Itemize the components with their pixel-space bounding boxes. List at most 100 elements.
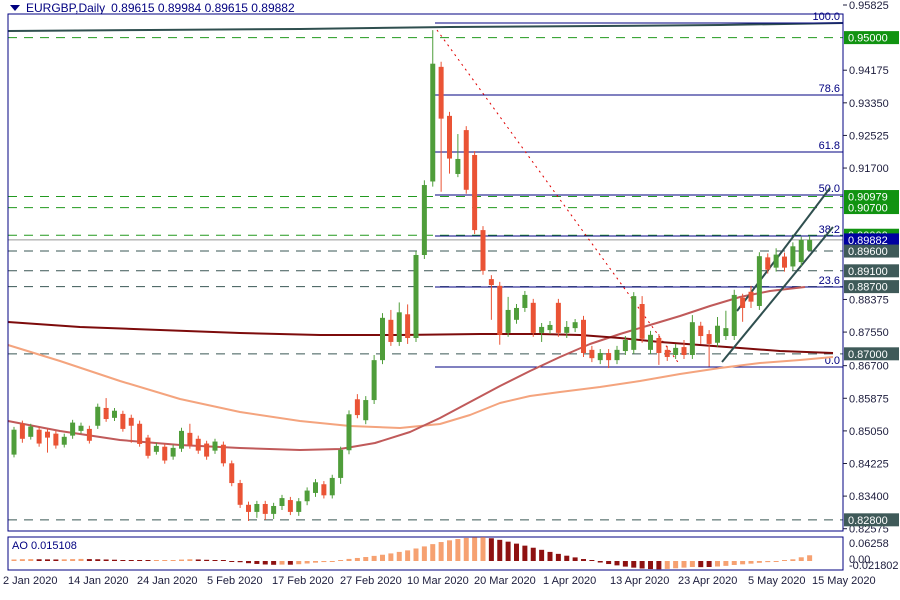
ao-bar (589, 560, 595, 561)
candle (472, 155, 478, 231)
svg-text:0.83400: 0.83400 (849, 491, 889, 503)
price-badge-0.90979: 0.90979 (844, 190, 899, 204)
candle (346, 414, 352, 451)
svg-text:0.88700: 0.88700 (848, 282, 888, 294)
svg-text:23 Apr 2020: 23 Apr 2020 (678, 575, 737, 587)
candle (622, 339, 628, 352)
price-axis: 0.95825 0.94175 0.93350 0.92525 0.91700 0.883… (843, 0, 899, 536)
candle (212, 441, 218, 451)
candle (639, 304, 645, 339)
ao-bar (622, 561, 628, 567)
svg-text:0.87550: 0.87550 (849, 327, 889, 339)
ao-bar (19, 559, 25, 561)
ao-bar (664, 561, 670, 569)
svg-text:78.6: 78.6 (819, 83, 840, 95)
ao-bar (740, 561, 746, 565)
candle (86, 428, 92, 441)
svg-text:5 May 2020: 5 May 2020 (748, 575, 805, 587)
svg-text:0.85050: 0.85050 (849, 426, 889, 438)
svg-text:0.00: 0.00 (849, 554, 870, 566)
candle (765, 257, 771, 270)
candle (438, 66, 444, 119)
candle (790, 246, 796, 267)
candle (514, 307, 519, 320)
svg-text:0.89600: 0.89600 (848, 246, 888, 258)
ao-bar (614, 561, 620, 566)
candle (19, 423, 25, 439)
date-axis: 2 Jan 2020 14 Jan 2020 24 Jan 2020 5 Feb 20… (3, 575, 876, 587)
ao-bar (488, 538, 494, 561)
candle (706, 334, 712, 344)
ao-bar (748, 561, 754, 564)
trend-channel (721, 187, 834, 363)
ao-bar (321, 561, 327, 563)
candle (78, 425, 84, 431)
svg-text:0.94175: 0.94175 (849, 65, 889, 77)
ao-bar (204, 559, 210, 561)
candle (807, 239, 813, 251)
ao-bar (405, 550, 411, 561)
candle (36, 429, 42, 444)
ao-bar (606, 561, 612, 565)
svg-text:0.88375: 0.88375 (849, 294, 889, 306)
ao-bar (455, 539, 461, 561)
ao-bar (103, 559, 109, 561)
ao-bar (86, 559, 92, 561)
svg-text:0.86700: 0.86700 (849, 361, 889, 373)
candle (715, 325, 720, 343)
candle (204, 443, 210, 457)
ao-bar (271, 561, 277, 565)
ao-bar (170, 560, 176, 561)
candle (237, 483, 243, 505)
candle (137, 423, 143, 444)
svg-text:0.89882: 0.89882 (848, 235, 888, 247)
ao-bar (153, 560, 159, 561)
candle (589, 349, 595, 359)
svg-text:61.8: 61.8 (819, 140, 840, 152)
ao-bar (756, 561, 762, 563)
ao-bar (212, 560, 218, 561)
ao-bar (480, 537, 486, 561)
candle (756, 256, 762, 306)
ao-bar (572, 557, 578, 561)
ao-bar (656, 561, 662, 570)
candle (463, 130, 469, 190)
chart-title: EURGBP,Daily 0.89615 0.89984 0.89615 0.8… (10, 1, 295, 15)
candle (179, 430, 184, 449)
ao-bar (731, 561, 737, 565)
candle (572, 322, 578, 329)
candle (296, 501, 302, 512)
ao-bar (28, 559, 34, 561)
candle (103, 407, 109, 420)
candle (128, 417, 134, 426)
candle (564, 326, 570, 333)
candle (656, 338, 662, 354)
ao-bar (438, 542, 444, 561)
candle (447, 115, 452, 159)
price-badge-0.87000: 0.87000 (844, 347, 899, 361)
candle (505, 309, 511, 333)
ma-rose (7, 286, 806, 451)
svg-text:14 Jan 2020: 14 Jan 2020 (68, 575, 129, 587)
ao-bar (421, 546, 427, 561)
ma-maroon (7, 321, 834, 354)
candle (187, 432, 193, 446)
chevron-down-icon[interactable] (10, 5, 20, 11)
ao-bar (246, 561, 251, 564)
candle (45, 431, 50, 438)
ao-bar (145, 560, 151, 561)
ao-bar (162, 560, 168, 561)
ao-bar (564, 555, 570, 561)
svg-text:100.0: 100.0 (812, 11, 840, 23)
ao-bar (413, 548, 419, 561)
candle (28, 426, 34, 437)
candle (363, 400, 369, 421)
candle (488, 279, 494, 286)
candle (338, 449, 344, 478)
candle (95, 406, 101, 426)
price-badge-0.90700: 0.90700 (844, 201, 899, 215)
ao-bar (514, 543, 519, 561)
candle (11, 429, 17, 455)
candle (405, 314, 411, 339)
